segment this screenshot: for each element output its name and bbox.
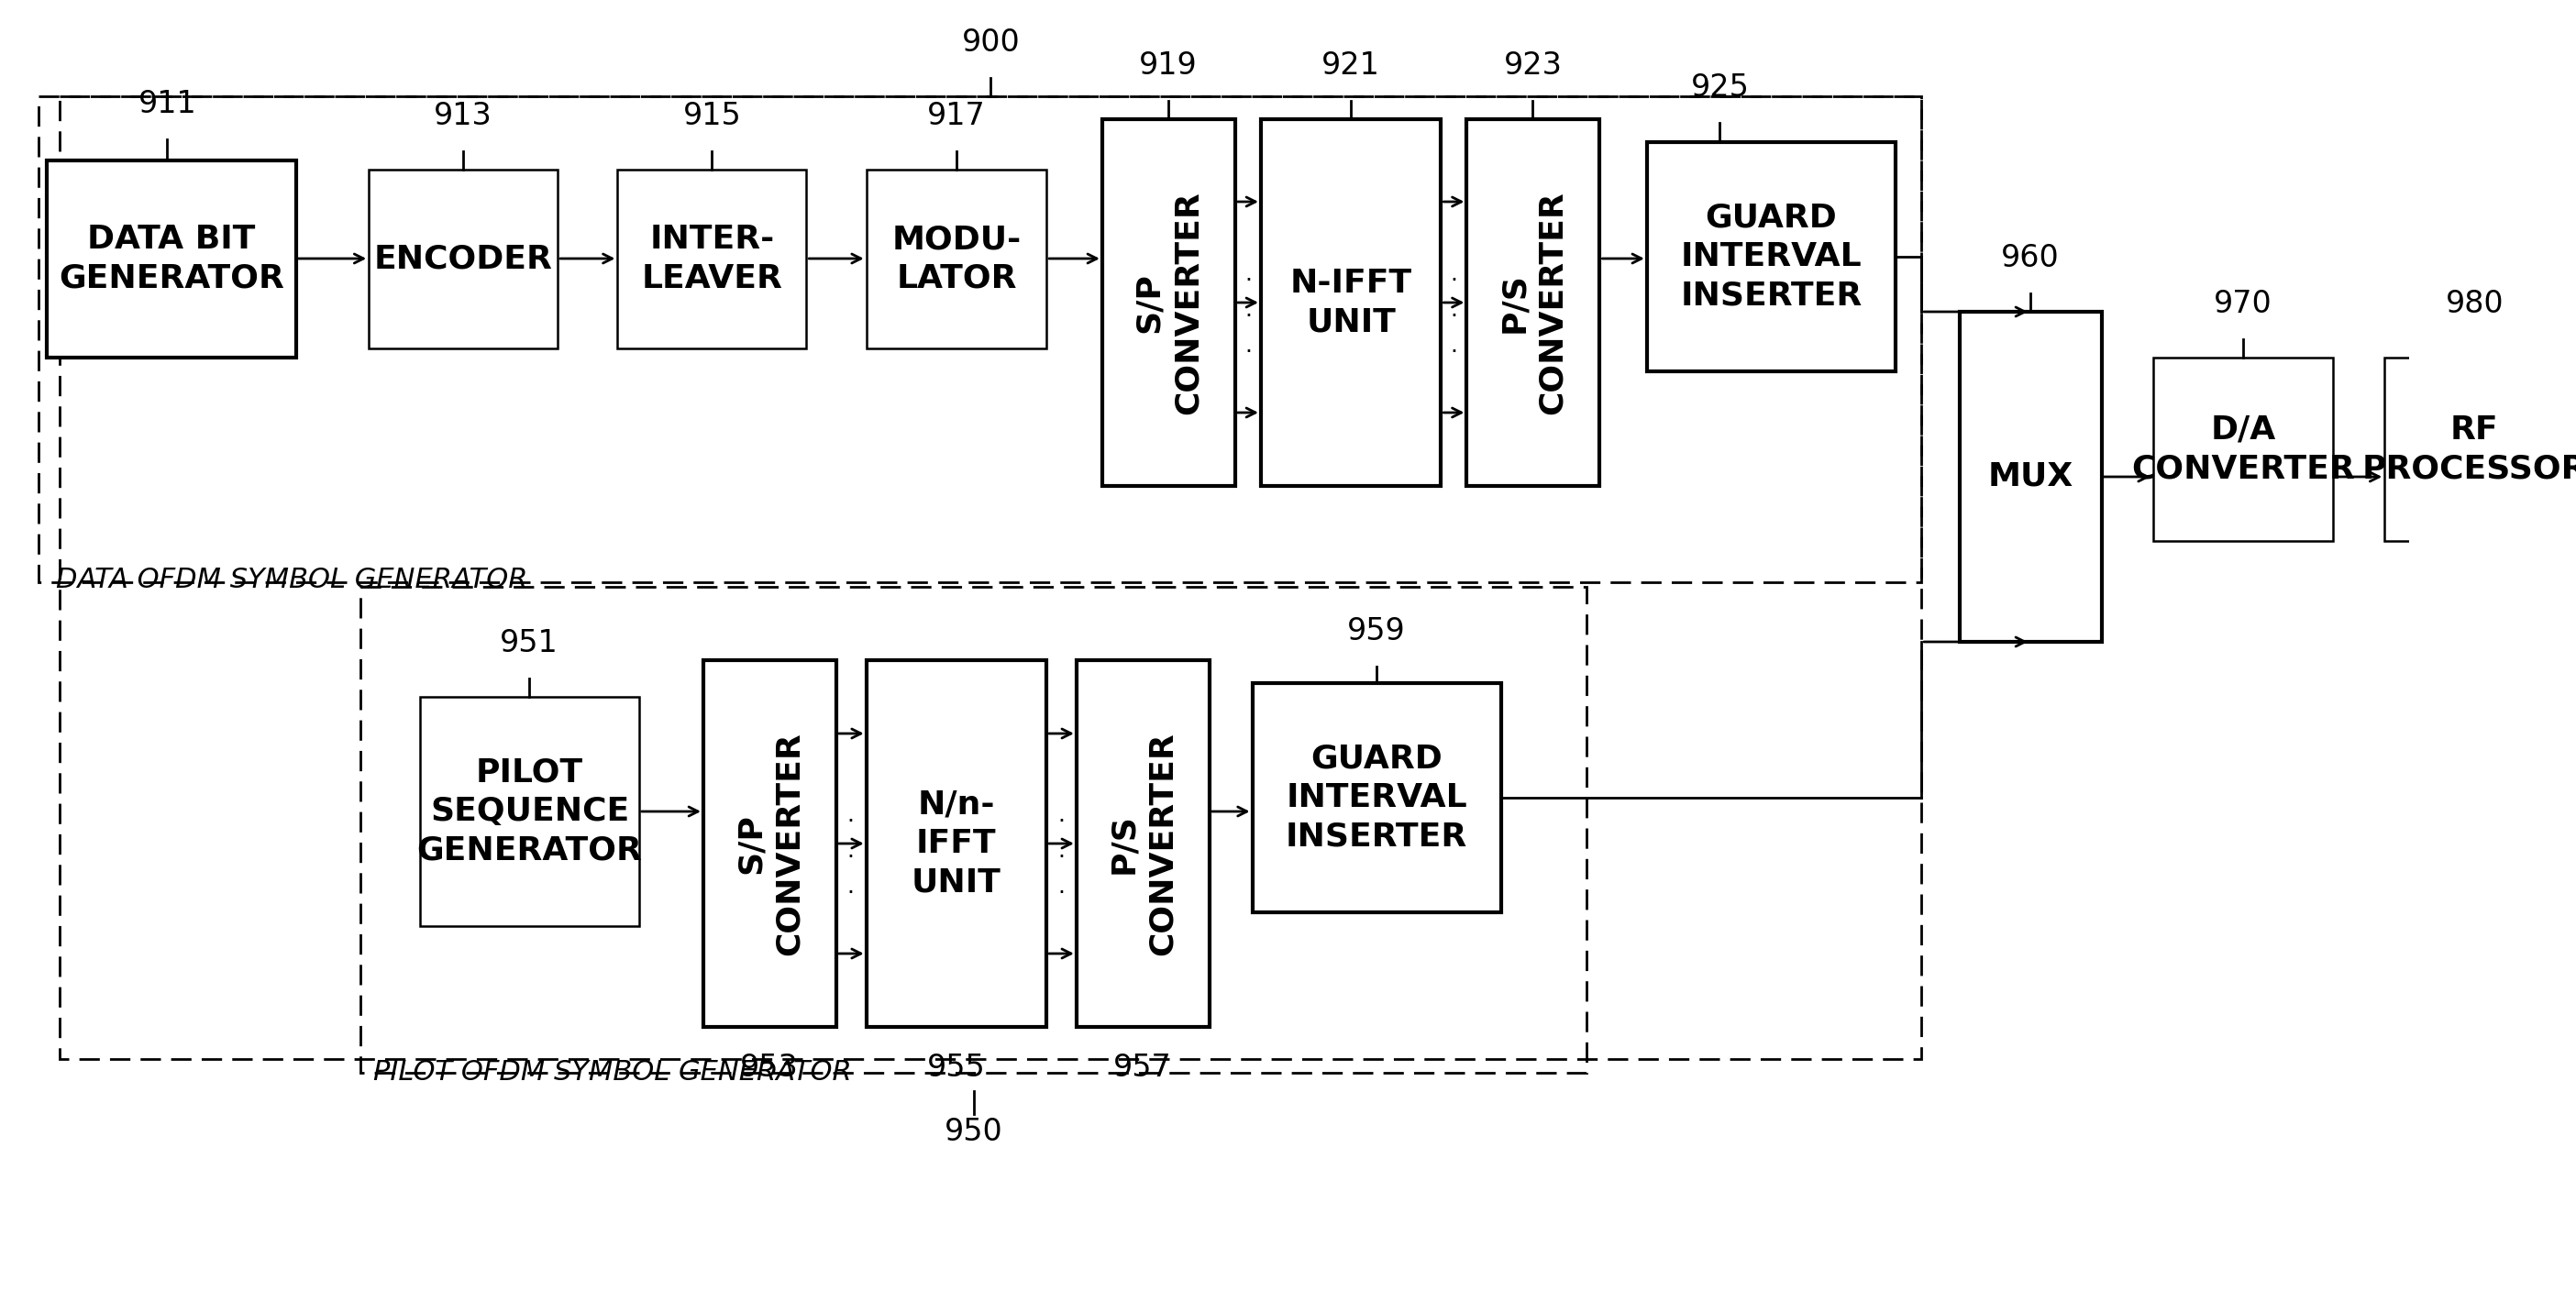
Text: S/P
CONVERTER: S/P CONVERTER — [734, 732, 804, 955]
Bar — [2385, 358, 2566, 541]
Text: N-IFFT
UNIT: N-IFFT UNIT — [1291, 267, 1412, 337]
Bar — [1960, 311, 2102, 642]
Text: MODU-
LATOR: MODU- LATOR — [891, 225, 1020, 294]
Text: S/P
CONVERTER: S/P CONVERTER — [1133, 191, 1203, 414]
Text: N/n-
IFFT
UNIT: N/n- IFFT UNIT — [912, 789, 1002, 897]
Bar — [39, 97, 1922, 582]
Text: 911: 911 — [139, 89, 196, 119]
Bar — [866, 660, 1046, 1026]
Text: 900: 900 — [961, 27, 1020, 58]
Text: D/A
CONVERTER: D/A CONVERTER — [2130, 414, 2354, 484]
Bar — [703, 660, 837, 1026]
Bar — [618, 169, 806, 349]
Text: ·
·
·: · · · — [1450, 270, 1458, 363]
Bar — [1103, 119, 1234, 485]
Text: ·
·
·: · · · — [1056, 811, 1064, 904]
Text: GUARD
INTERVAL
INSERTER: GUARD INTERVAL INSERTER — [1285, 744, 1468, 852]
Text: 960: 960 — [2002, 243, 2061, 274]
Text: MUX: MUX — [1989, 461, 2074, 492]
Bar — [46, 160, 296, 358]
Bar — [1260, 119, 1440, 485]
Text: 957: 957 — [1113, 1052, 1172, 1083]
Text: PILOT OFDM SYMBOL GENERATOR: PILOT OFDM SYMBOL GENERATOR — [374, 1059, 853, 1086]
Bar — [361, 587, 1587, 1073]
Text: 970: 970 — [2213, 289, 2272, 319]
Text: PILOT
SEQUENCE
GENERATOR: PILOT SEQUENCE GENERATOR — [417, 758, 641, 866]
Text: 950: 950 — [945, 1117, 1002, 1146]
Text: 919: 919 — [1139, 50, 1198, 80]
Text: 913: 913 — [433, 101, 492, 132]
Text: 959: 959 — [1347, 616, 1406, 647]
Text: 921: 921 — [1321, 50, 1381, 80]
Bar — [1077, 660, 1208, 1026]
Text: P/S
CONVERTER: P/S CONVERTER — [1108, 732, 1177, 955]
Text: 951: 951 — [500, 629, 559, 658]
Text: DATA OFDM SYMBOL GENERATOR: DATA OFDM SYMBOL GENERATOR — [57, 567, 528, 594]
Text: 955: 955 — [927, 1052, 987, 1083]
Text: 953: 953 — [739, 1052, 799, 1083]
Text: 925: 925 — [1690, 72, 1749, 103]
Text: RF
PROCESSOR: RF PROCESSOR — [2362, 414, 2576, 484]
Text: INTER-
LEAVER: INTER- LEAVER — [641, 225, 783, 294]
Text: DATA BIT
GENERATOR: DATA BIT GENERATOR — [59, 225, 283, 294]
Bar — [866, 169, 1046, 349]
Bar — [420, 697, 639, 926]
Text: ·
·
·: · · · — [848, 811, 855, 904]
Bar — [1646, 142, 1896, 372]
Text: 915: 915 — [683, 101, 742, 132]
Text: P/S
CONVERTER: P/S CONVERTER — [1499, 191, 1569, 414]
Text: 923: 923 — [1504, 50, 1561, 80]
Bar — [1466, 119, 1600, 485]
Bar — [368, 169, 556, 349]
Bar — [2154, 358, 2334, 541]
Text: ENCODER: ENCODER — [374, 244, 551, 275]
Bar — [1252, 683, 1502, 913]
Text: GUARD
INTERVAL
INSERTER: GUARD INTERVAL INSERTER — [1680, 203, 1862, 311]
Text: 980: 980 — [2445, 289, 2504, 319]
Text: 917: 917 — [927, 101, 987, 132]
Bar — [59, 97, 1922, 1059]
Text: ·
·
·: · · · — [1244, 270, 1252, 363]
